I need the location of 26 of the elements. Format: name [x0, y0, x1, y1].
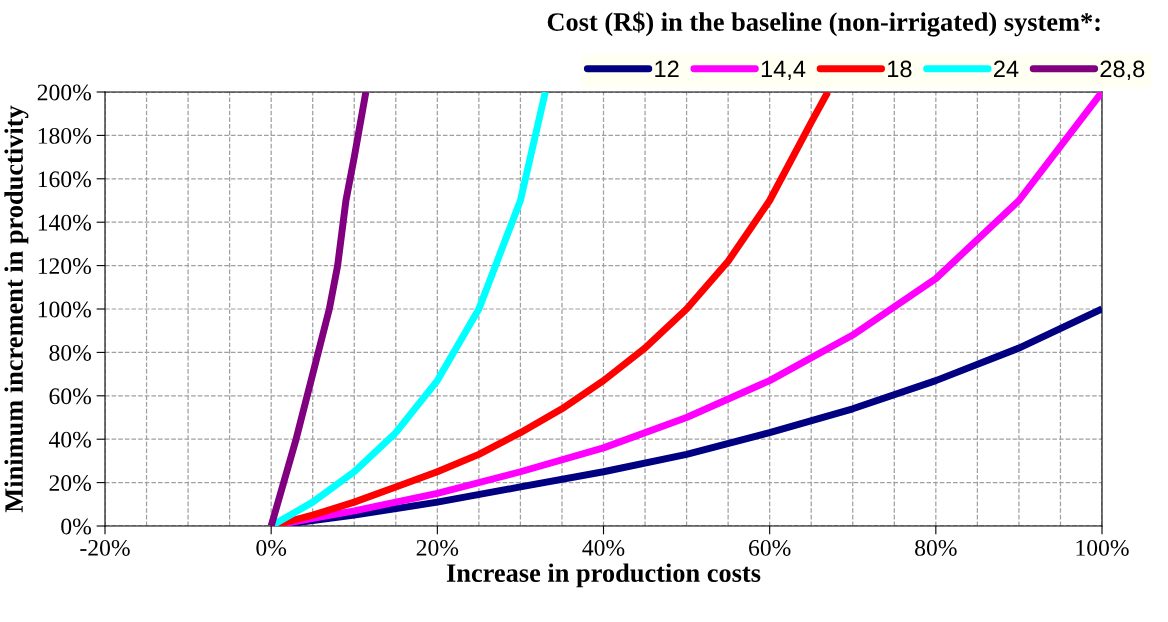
legend-title: Cost (R$) in the baseline (non-irrigated) system*:	[547, 11, 1100, 37]
y-tick-label: 80%	[49, 344, 91, 361]
y-tick-label: 20%	[49, 475, 91, 492]
x-tick-label: 80%	[915, 539, 957, 556]
y-tick-label: 140%	[38, 214, 91, 231]
y-tick-label: 160%	[38, 171, 91, 188]
y-tick-label: 40%	[48, 431, 91, 448]
y-tick-label: 0%	[61, 518, 91, 535]
legend-label: 24	[993, 60, 1019, 78]
y-tick-label: 200%	[37, 84, 91, 101]
y-axis-title: Minimum increment in productivity	[4, 105, 29, 513]
x-tick-label: 20%	[416, 539, 459, 556]
y-tick-label: 180%	[38, 127, 91, 144]
x-tick-label: 40%	[582, 539, 625, 556]
y-tick-label: 120%	[38, 258, 91, 275]
x-tick-label: 60%	[749, 539, 791, 556]
x-axis-title: Increase in production costs	[446, 563, 761, 588]
x-tick-label: 0%	[256, 539, 287, 556]
legend-label: 18	[888, 60, 912, 78]
legend-label: 12	[655, 60, 679, 78]
legend-label: 28,8	[1100, 60, 1145, 81]
legend-label: 14,4	[761, 60, 806, 81]
y-tick-label: 100%	[38, 301, 91, 318]
x-tick-label: 100%	[1076, 539, 1129, 556]
y-tick-label: 60%	[49, 388, 91, 405]
x-tick-label: -20%	[80, 539, 130, 556]
